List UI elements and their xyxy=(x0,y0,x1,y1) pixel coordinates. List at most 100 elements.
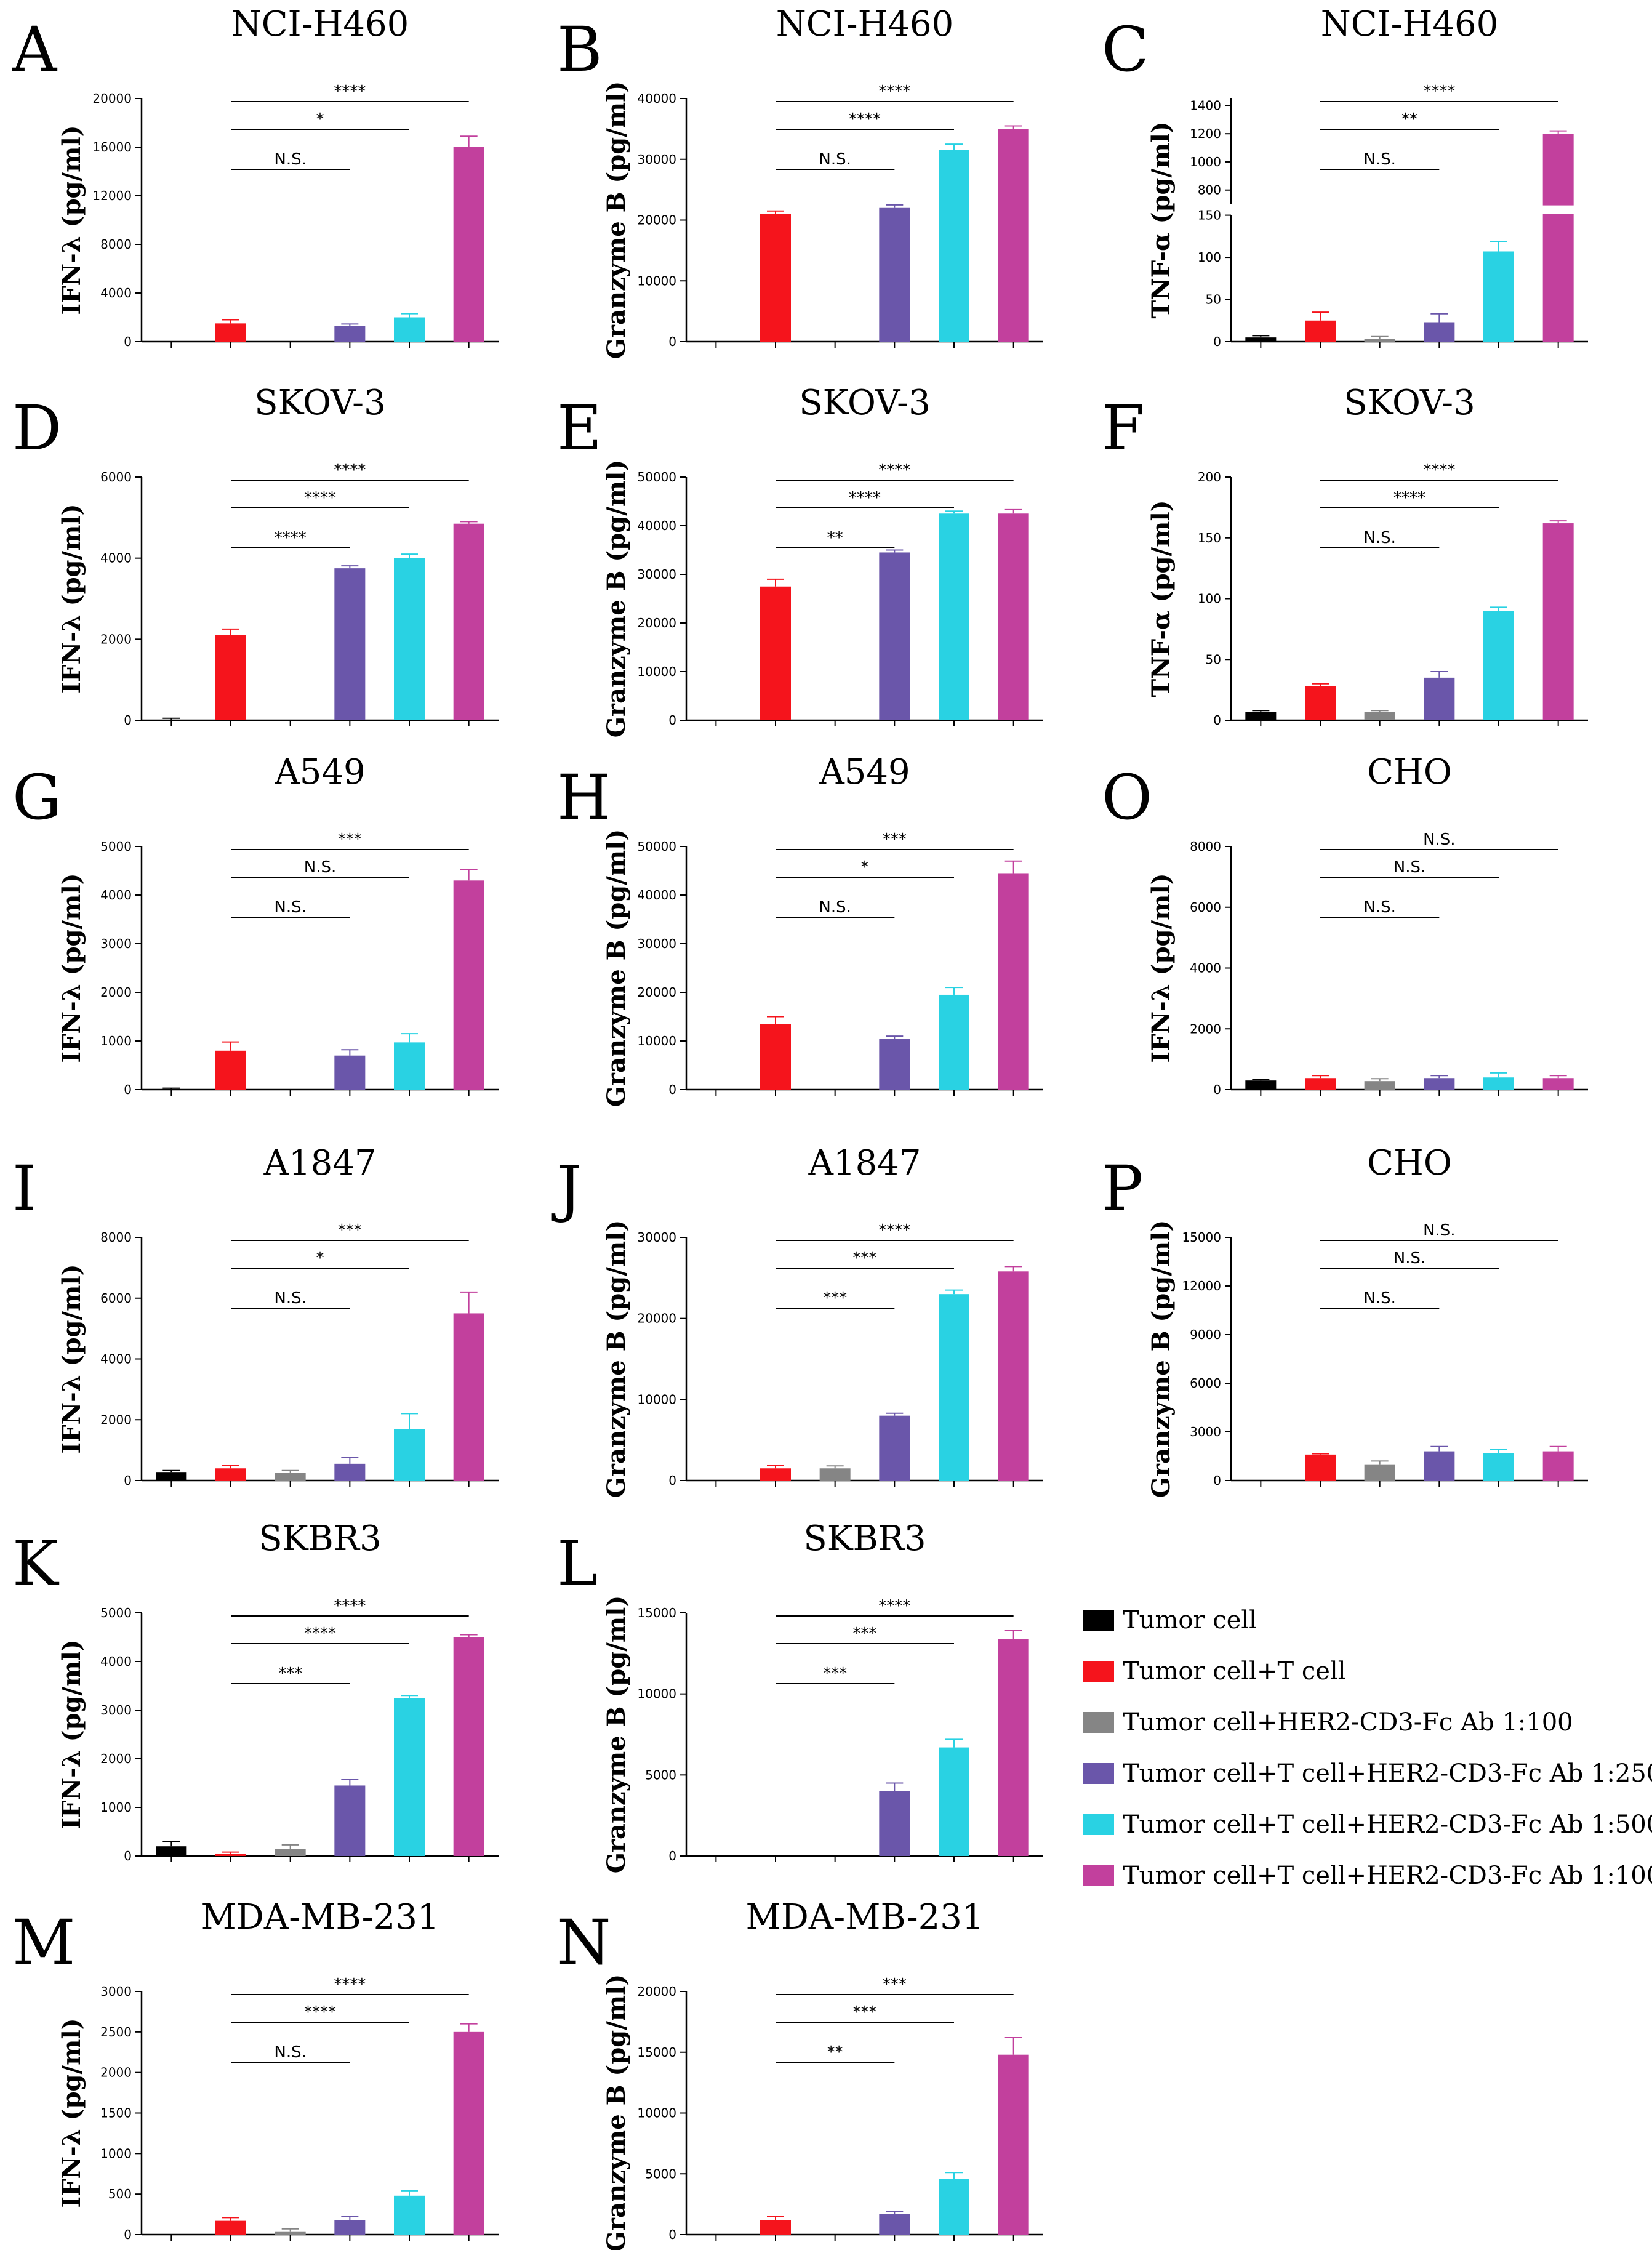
y-tick-label: 4000 xyxy=(100,286,132,300)
y-tick-label: 0 xyxy=(668,1849,676,1863)
panel-letter: H xyxy=(557,761,611,834)
chart-title: CHO xyxy=(1367,1143,1452,1183)
bar xyxy=(1305,686,1336,720)
y-tick-label: 20000 xyxy=(92,91,132,106)
y-axis-label: Granzyme B (pg/ml) xyxy=(602,829,631,1107)
y-axis-label: TNF-α (pg/ml) xyxy=(1147,121,1176,318)
significance-label: **** xyxy=(878,1597,910,1615)
panel-letter: D xyxy=(12,392,62,464)
significance-label: ** xyxy=(827,2043,843,2062)
y-tick-label: 0 xyxy=(124,713,132,728)
bar xyxy=(939,150,969,342)
chart-title: MDA-MB-231 xyxy=(746,1897,984,1937)
significance-label: **** xyxy=(304,1625,336,1643)
y-tick-label: 3000 xyxy=(100,936,132,951)
significance-label: **** xyxy=(304,2003,336,2022)
significance-label: **** xyxy=(334,1597,366,1615)
bar xyxy=(819,1468,851,1481)
y-tick-label: 0 xyxy=(668,713,676,728)
y-tick-label: 0 xyxy=(1213,1082,1221,1097)
y-tick-label: 30000 xyxy=(637,152,676,167)
significance-label: *** xyxy=(853,1249,877,1268)
y-tick-label: 2000 xyxy=(100,1412,132,1427)
y-tick-label: 3000 xyxy=(1190,1424,1221,1439)
y-tick-label: 2000 xyxy=(1190,1021,1221,1036)
legend-item: Tumor cell+T cell+HER2-CD3-Fc Ab 1:2500 xyxy=(1083,1748,1652,1799)
bar xyxy=(1424,677,1455,720)
legend-swatch xyxy=(1083,1865,1114,1886)
y-tick-label: 10000 xyxy=(637,1687,676,1702)
y-tick-label: 30000 xyxy=(637,936,676,951)
bar xyxy=(156,1846,187,1856)
legend-swatch xyxy=(1083,1609,1114,1631)
panel-h: H A549 Granzyme B (pg/ml) 0 10000 20000 30000 4… xyxy=(557,752,1043,1107)
panel-letter: I xyxy=(12,1152,37,1224)
bar xyxy=(156,1472,187,1481)
significance-label: N.S. xyxy=(1393,1249,1425,1268)
y-tick-label: 100 xyxy=(1198,250,1221,265)
bar xyxy=(998,1271,1029,1481)
significance-label: N.S. xyxy=(274,898,306,917)
significance-label: * xyxy=(316,110,324,129)
panel-e: E SKOV-3 Granzyme B (pg/ml) 0 10000 20000 3000… xyxy=(557,383,1043,737)
legend-swatch xyxy=(1083,1660,1114,1682)
bar xyxy=(215,1050,246,1090)
significance-label: N.S. xyxy=(274,150,306,169)
bar xyxy=(394,317,425,342)
legend-swatch xyxy=(1083,1711,1114,1733)
legend-item: Tumor cell+T cell+HER2-CD3-Fc Ab 1:100 xyxy=(1083,1850,1652,1901)
bar xyxy=(453,1637,484,1856)
bar xyxy=(394,2195,425,2235)
chart-title: SKOV-3 xyxy=(799,383,930,423)
bar xyxy=(215,635,246,720)
bar xyxy=(939,2179,969,2235)
panel-j: J A1847 Granzyme B (pg/ml) 0 10000 20000 30000… xyxy=(551,1143,1043,1498)
significance-label: **** xyxy=(1393,489,1425,507)
y-axis-label: Granzyme B (pg/ml) xyxy=(602,460,631,738)
bar xyxy=(275,2231,306,2235)
chart-title: A549 xyxy=(274,752,365,792)
significance-label: *** xyxy=(338,830,362,849)
significance-label: N.S. xyxy=(1363,898,1395,917)
significance-label: ** xyxy=(1401,110,1417,129)
y-tick-label: 2000 xyxy=(100,632,132,646)
y-tick-label: 5000 xyxy=(645,2166,676,2181)
panel-k: K SKBR3 IFN-λ (pg/ml) 0 1000 2000 3000 4000 5000… xyxy=(12,1519,499,1863)
y-tick-label: 4000 xyxy=(100,1352,132,1367)
y-tick-label: 16000 xyxy=(92,140,132,155)
significance-label: ** xyxy=(827,529,843,547)
y-tick-label: 10000 xyxy=(637,1392,676,1407)
y-tick-label: 40000 xyxy=(637,518,676,533)
bar xyxy=(760,2220,791,2235)
y-tick-label: 800 xyxy=(1198,183,1221,198)
panel-letter: N xyxy=(557,1906,611,1979)
significance-label: N.S. xyxy=(274,1289,306,1308)
bar xyxy=(1364,1464,1395,1481)
panel-f: F SKOV-3 TNF-α (pg/ml) 0 50 100 150 200 **** ****… xyxy=(1102,383,1588,728)
significance-label: N.S. xyxy=(1423,830,1455,849)
y-axis-label: IFN-λ (pg/ml) xyxy=(1147,873,1176,1063)
bar xyxy=(275,1849,306,1856)
y-tick-label: 40000 xyxy=(637,91,676,106)
significance-label: **** xyxy=(334,82,366,101)
bar-break xyxy=(1541,205,1575,214)
bar xyxy=(334,326,366,342)
y-tick-label: 1000 xyxy=(100,1800,132,1815)
panel-letter: M xyxy=(12,1906,75,1979)
bar xyxy=(394,1698,425,1856)
y-tick-label: 0 xyxy=(124,1473,132,1488)
legend: Tumor cell Tumor cell+T cell Tumor cell+… xyxy=(1083,1594,1652,1901)
y-tick-label: 6000 xyxy=(100,470,132,484)
y-axis-label: IFN-λ (pg/ml) xyxy=(57,125,86,315)
significance-label: **** xyxy=(334,1975,366,1994)
panel-letter: B xyxy=(557,14,603,86)
panel-letter: E xyxy=(557,392,602,464)
y-axis-label: IFN-λ (pg/ml) xyxy=(57,873,86,1063)
chart-title: SKBR3 xyxy=(259,1519,381,1559)
y-axis-label: Granzyme B (pg/ml) xyxy=(602,1974,631,2250)
significance-label: *** xyxy=(853,1625,877,1643)
chart-title: A1847 xyxy=(808,1143,921,1183)
significance-label: * xyxy=(316,1249,324,1268)
significance-label: N.S. xyxy=(1393,858,1425,877)
legend-item: Tumor cell+T cell xyxy=(1083,1645,1637,1697)
